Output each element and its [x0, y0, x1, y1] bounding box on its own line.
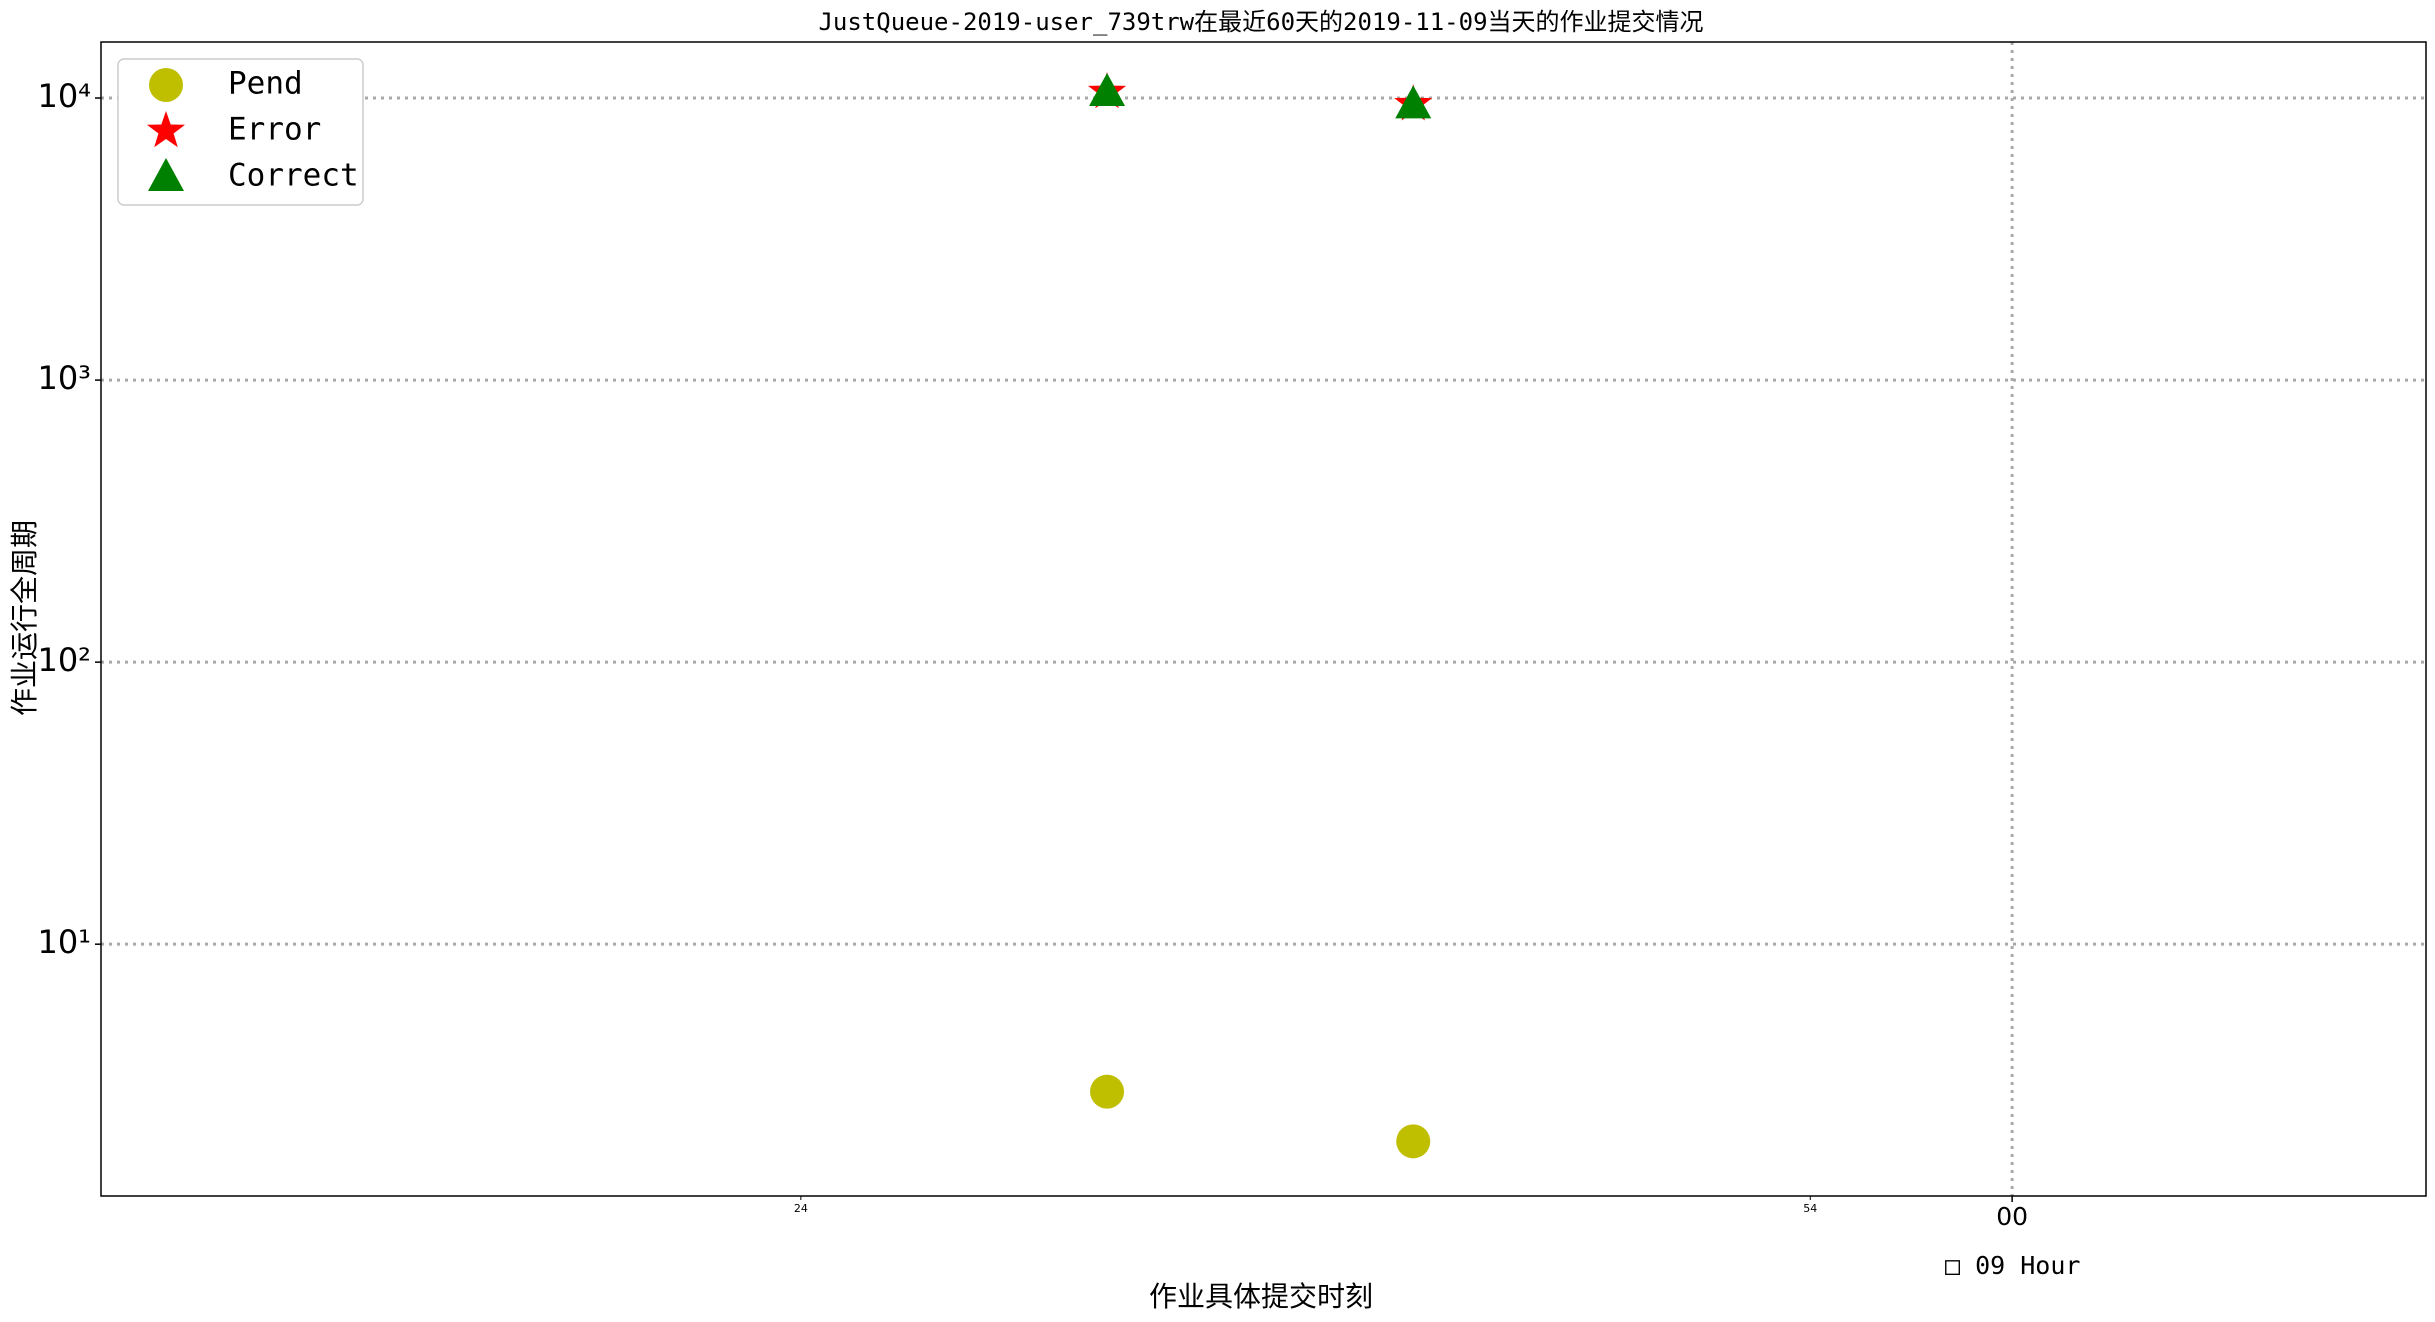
y-tick-label: 10³ [37, 359, 91, 397]
legend-label: Pend [228, 66, 303, 102]
marker-circle [149, 68, 183, 102]
chart-title: JustQueue-2019-user_739trw在最近60天的2019-11… [818, 8, 1703, 36]
x-offset-label: □ 09 Hour [1945, 1251, 2080, 1280]
x-minor-tick-label: 54 [1803, 1202, 1817, 1215]
marker-circle [1396, 1124, 1431, 1159]
legend-label: Correct [228, 158, 359, 194]
marker-triangle [1395, 85, 1432, 119]
y-axis-label: 作业运行全周期 [8, 520, 41, 716]
x-axis-label: 作业具体提交时刻 [1149, 1280, 1373, 1313]
y-tick-label: 10¹ [37, 923, 91, 961]
x-tick-label: 00 [1996, 1202, 2028, 1231]
marker-circle [1090, 1074, 1125, 1109]
legend-label: Error [228, 112, 321, 148]
y-tick-label: 10² [37, 641, 91, 679]
marker-triangle [1089, 73, 1126, 107]
marker-star [147, 111, 185, 148]
y-tick-label: 10⁴ [37, 77, 91, 115]
marker-triangle [148, 158, 184, 191]
plot-frame [100, 41, 2427, 1197]
x-minor-tick-label: 24 [794, 1202, 808, 1215]
